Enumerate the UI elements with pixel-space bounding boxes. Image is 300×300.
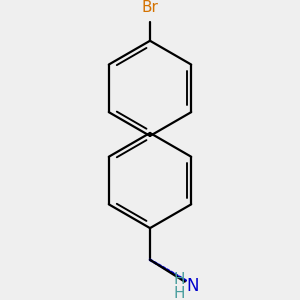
Text: H: H [174,272,185,287]
Text: H: H [174,286,185,300]
Text: N: N [186,277,199,295]
Text: Br: Br [142,0,158,15]
